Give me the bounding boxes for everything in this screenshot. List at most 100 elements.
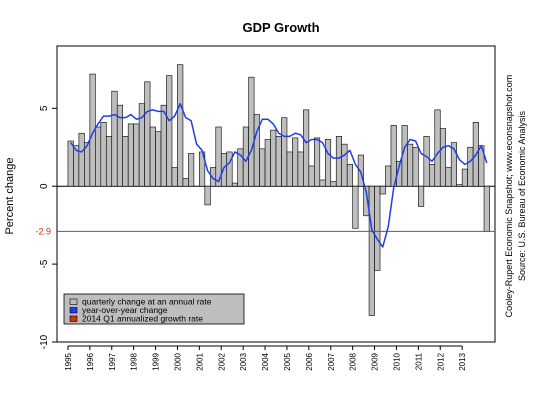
source-line: Source: U.S. Bureau of Economic Analysis xyxy=(517,110,527,281)
bar xyxy=(253,114,260,187)
bar xyxy=(319,179,326,187)
y-tick-label: 0 xyxy=(39,183,50,189)
bar xyxy=(439,128,447,187)
y-tick-label: 5 xyxy=(39,105,50,111)
bar xyxy=(456,184,463,187)
x-tick-label: 2011 xyxy=(414,352,423,370)
x-tick-label: 1997 xyxy=(108,352,117,370)
bar xyxy=(357,154,364,187)
bar xyxy=(368,185,375,316)
legend-entry: quarterly change at an annual rate xyxy=(82,297,212,307)
x-tick-label: 2013 xyxy=(458,352,467,370)
line-series-year-over-year xyxy=(70,102,488,248)
legend-box xyxy=(63,293,245,325)
bar xyxy=(149,126,156,187)
yoy-line xyxy=(70,102,488,248)
x-tick-label: 2005 xyxy=(283,352,292,370)
bar xyxy=(111,90,118,187)
legend-swatch xyxy=(69,315,78,322)
bar xyxy=(73,145,80,187)
x-tick-label: 2002 xyxy=(217,352,226,370)
y-tick-label: -10 xyxy=(39,334,50,349)
bar xyxy=(105,136,113,187)
source-notes: Cooley-Rupert Economic Snapshot; www.eco… xyxy=(504,75,527,318)
x-tick-label: 2000 xyxy=(173,352,182,370)
bar xyxy=(335,136,343,187)
x-tick-label: 2006 xyxy=(305,352,314,370)
bar xyxy=(188,153,195,187)
bar xyxy=(160,104,167,187)
source-line: Cooley-Rupert Economic Snapshot; www.eco… xyxy=(504,75,514,318)
x-tick-label: 2001 xyxy=(195,352,204,370)
x-tick-label: 2009 xyxy=(371,352,380,370)
bar xyxy=(352,185,359,229)
bar xyxy=(303,109,310,187)
legend: quarterly change at an annual rateyear-o… xyxy=(63,293,245,325)
bar xyxy=(314,137,321,187)
bar xyxy=(84,142,91,187)
legend-swatch xyxy=(69,307,78,314)
bar xyxy=(204,185,211,206)
bar xyxy=(144,81,151,187)
bar xyxy=(346,164,353,187)
bar xyxy=(182,178,189,187)
bar xyxy=(100,122,107,187)
x-tick-label: 1995 xyxy=(64,352,73,370)
bar xyxy=(259,148,266,187)
bar xyxy=(231,182,238,187)
legend-swatch xyxy=(69,298,78,305)
bar xyxy=(133,123,140,187)
bar xyxy=(171,167,178,187)
bar xyxy=(434,109,441,187)
bar xyxy=(270,129,277,187)
bar xyxy=(379,185,386,195)
bar xyxy=(445,167,452,187)
x-tick-label: 1996 xyxy=(86,352,95,370)
chart-title: GDP Growth xyxy=(242,20,319,35)
x-tick-label: 2003 xyxy=(239,352,248,370)
bar xyxy=(67,140,74,187)
bar xyxy=(407,143,414,187)
bar xyxy=(281,117,288,187)
bar xyxy=(324,139,332,187)
bar xyxy=(385,165,392,187)
reference-value-label: -2.9 xyxy=(35,226,51,236)
bar xyxy=(127,123,134,187)
y-axis: -10 -5 0 5 xyxy=(39,105,57,349)
bar xyxy=(297,151,304,187)
bar xyxy=(292,137,299,187)
bar xyxy=(122,136,129,187)
bar xyxy=(248,76,255,187)
x-axis: 1995 1996 1997 1998 1999 2000 2001 2002 2003 2004… xyxy=(64,345,467,371)
bar xyxy=(341,143,348,187)
y-tick-label: -5 xyxy=(39,259,50,268)
x-tick-label: 2004 xyxy=(261,352,270,370)
bar xyxy=(308,165,315,187)
x-tick-label: 2010 xyxy=(392,352,401,370)
bar xyxy=(461,168,468,187)
bar xyxy=(264,139,271,187)
x-tick-label: 1998 xyxy=(130,352,139,370)
plot-frame xyxy=(56,45,496,343)
bar xyxy=(423,136,430,187)
bar xyxy=(418,185,425,207)
bar xyxy=(155,131,162,187)
x-tick-label: 2012 xyxy=(436,352,445,370)
bar xyxy=(95,126,102,187)
x-tick-label: 2008 xyxy=(349,352,358,370)
bar xyxy=(166,75,173,187)
bar xyxy=(412,146,419,187)
y-axis-label: Percent change xyxy=(4,157,16,234)
legend-entry: year-over-year change xyxy=(82,305,168,315)
bar xyxy=(467,146,474,187)
x-tick-label: 1999 xyxy=(152,352,161,370)
bar xyxy=(428,164,436,187)
reference-line-2014q1: -2.9 xyxy=(35,226,495,236)
bar xyxy=(450,142,457,187)
bar xyxy=(226,151,233,187)
bar-series-quarterly xyxy=(67,64,490,316)
bar xyxy=(275,136,282,187)
x-tick-label: 2007 xyxy=(327,352,336,370)
